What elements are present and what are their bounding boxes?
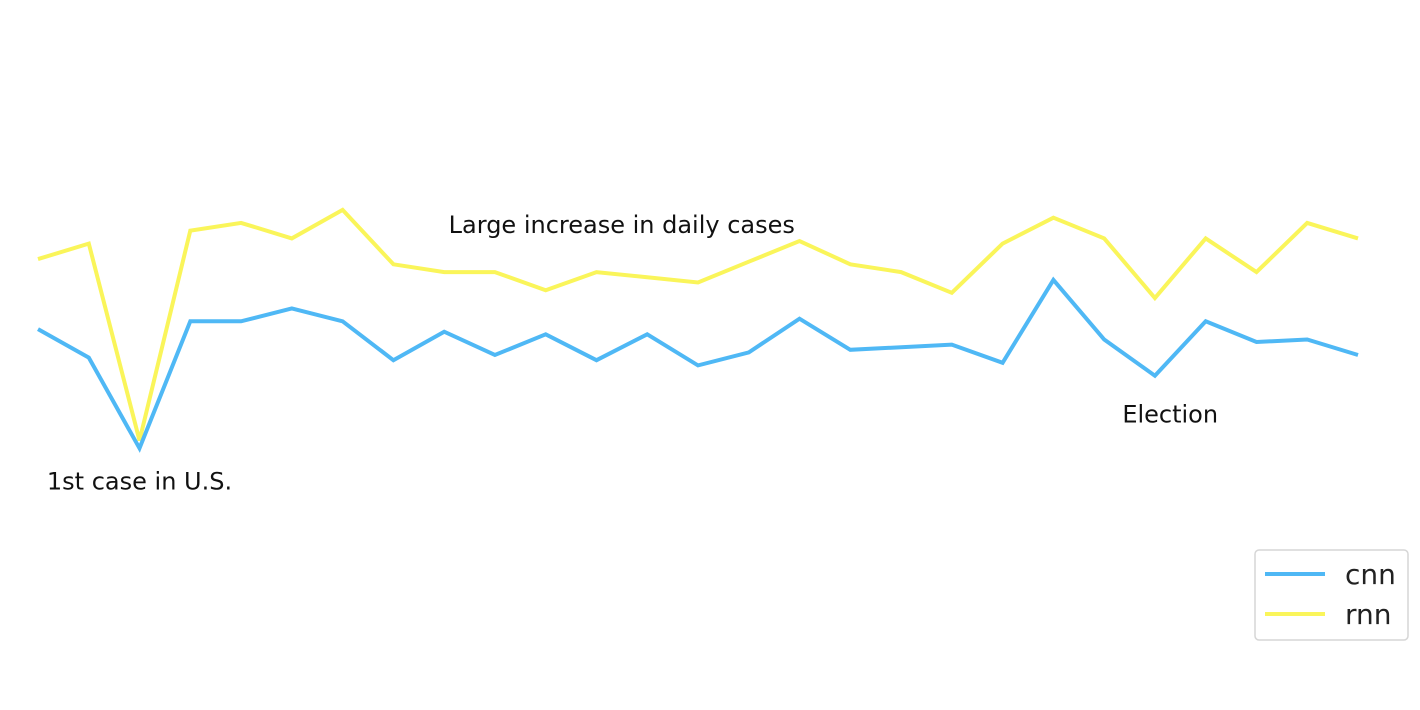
legend-items: cnn rnn — [1265, 558, 1396, 631]
legend-label-rnn: rnn — [1345, 598, 1392, 631]
annotation-label: Election — [1122, 400, 1218, 428]
annotation-layer: 1st case in U.S. Large increase in daily … — [47, 211, 1218, 496]
annotation-label: Large increase in daily cases — [449, 211, 795, 239]
series-line-cnn — [37, 276, 1359, 453]
legend-label-cnn: cnn — [1345, 558, 1396, 591]
legend: cnn rnn — [1254, 549, 1409, 641]
annotation-label: 1st case in U.S. — [47, 468, 232, 496]
series-layer — [37, 207, 1359, 453]
series-line-rnn — [37, 207, 1359, 441]
